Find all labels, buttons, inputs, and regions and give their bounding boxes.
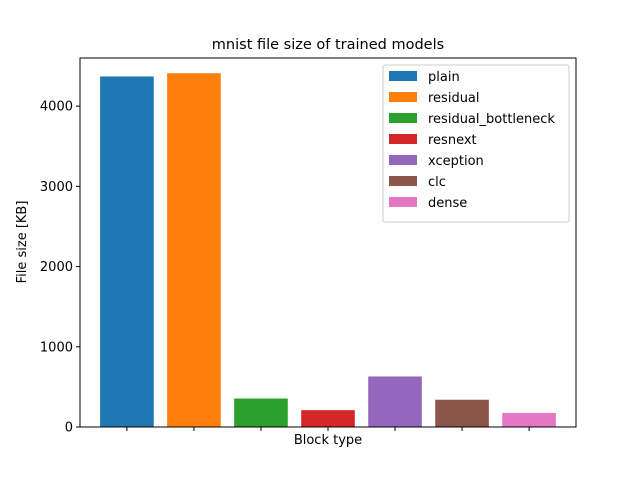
legend-label-plain: plain [428, 70, 460, 85]
y-tick-label: 2000 [40, 260, 73, 275]
y-axis-label: File size [KB] [15, 201, 30, 284]
x-axis-label: Block type [294, 433, 362, 448]
x-axis-ticks [126, 427, 530, 431]
chart-title: mnist file size of trained models [212, 37, 444, 53]
legend-swatch-residual-bottleneck [389, 113, 417, 123]
bar-clc [435, 399, 489, 427]
legend-label-xception: xception [428, 154, 484, 169]
plot-frame [79, 57, 577, 428]
bars [100, 73, 556, 428]
bar-resnext [301, 410, 355, 427]
bar-dense [502, 412, 556, 427]
legend-label-resnext: resnext [428, 133, 477, 148]
legend-swatch-dense [389, 197, 417, 207]
legend-swatch-clc [389, 176, 417, 186]
bar-plain [100, 76, 154, 427]
y-axis-ticks: 0 1000 2000 3000 4000 [40, 100, 80, 436]
legend-label-residual: residual [428, 91, 480, 106]
bar-residual [167, 73, 221, 428]
y-tick-label: 1000 [40, 340, 73, 355]
legend-box [382, 64, 570, 223]
legend-swatch-xception [389, 155, 417, 165]
legend-swatch-residual [389, 92, 417, 102]
bar-residual-bottleneck [234, 398, 288, 427]
y-tick-label: 3000 [40, 180, 73, 195]
legend-swatch-plain [389, 71, 417, 81]
legend-label-residual-bottleneck: residual_bottleneck [428, 112, 555, 127]
legend-label-dense: dense [428, 196, 467, 211]
legend-swatch-resnext [389, 134, 417, 144]
y-tick-label: 4000 [40, 100, 73, 115]
y-tick-label: 0 [65, 421, 73, 436]
bar-xception [368, 376, 422, 427]
legend-label-clc: clc [428, 175, 446, 190]
